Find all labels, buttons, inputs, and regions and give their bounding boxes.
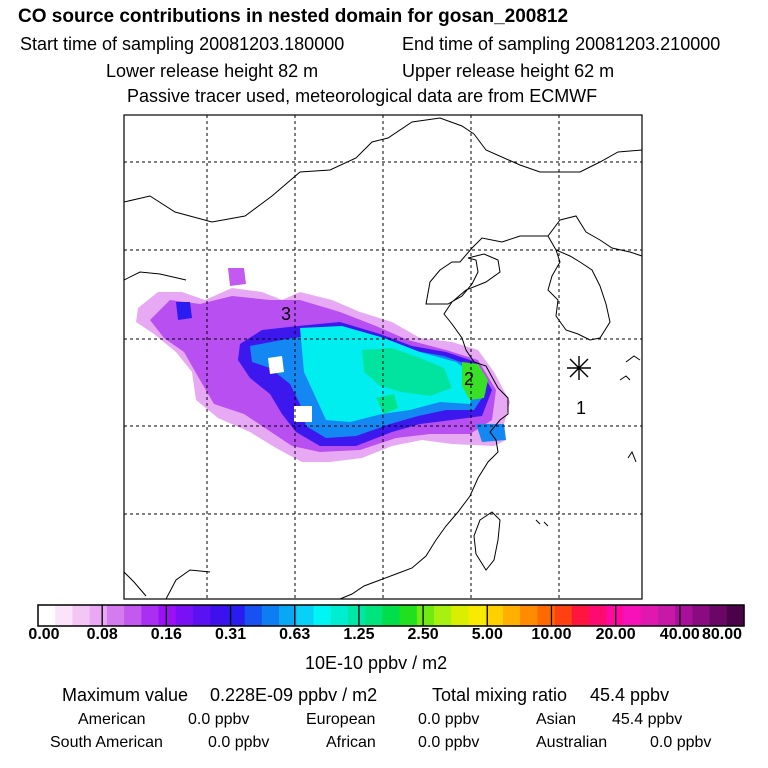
page-title: CO source contributions in nested domain… (18, 6, 569, 27)
asterisk-icon (567, 356, 591, 380)
concentration-field (136, 268, 510, 462)
start-time-label: Start time of sampling 20081203.180000 (20, 34, 345, 54)
region-value-european: 0.0 ppbv (418, 711, 480, 728)
region-name-european: European (306, 711, 376, 728)
colorbar-units: 10E-10 ppbv / m2 (305, 653, 448, 673)
region-value-south-american: 0.0 ppbv (208, 734, 270, 751)
total-mixing-ratio-label: Total mixing ratio (432, 685, 568, 705)
region-name-american: American (78, 711, 146, 728)
tracer-note: Passive tracer used, meteorological data… (127, 86, 598, 106)
region-name-australian: Australian (536, 734, 608, 751)
colorbar-tick-label: 1.25 (343, 626, 375, 643)
total-mixing-ratio-value: 45.4 ppbv (590, 685, 670, 705)
colorbar-tick-label: 0.16 (150, 626, 182, 643)
colorbar-tick-label: 0.63 (279, 626, 311, 643)
colorbar-tick-label: 0.31 (214, 626, 247, 643)
region-value-american: 0.0 ppbv (188, 711, 250, 728)
source-label-3: 3 (281, 304, 291, 324)
region-value-australian: 0.0 ppbv (650, 734, 712, 751)
colorbar-tick-label: 10.00 (531, 626, 572, 643)
region-value-african: 0.0 ppbv (418, 734, 480, 751)
coastlines (124, 117, 642, 599)
colorbar-tick-label: 80.00 (701, 626, 743, 643)
colorbar-tick-label: 40.00 (659, 626, 700, 643)
region-name-asian: Asian (536, 711, 577, 728)
colorbar-tick-label: 0.08 (86, 626, 118, 643)
colorbar-tick-label: 20.00 (595, 626, 636, 643)
end-time-label: End time of sampling 20081203.210000 (402, 34, 721, 54)
lat-lon-grid (124, 115, 642, 599)
region-value-asian: 45.4 ppbv (612, 711, 683, 728)
colorbar-tick-label: 0.00 (28, 626, 60, 643)
lower-release-height-label: Lower release height 82 m (106, 61, 319, 81)
upper-release-height-label: Upper release height 62 m (402, 61, 615, 81)
colorbar-tick-label: 2.50 (407, 626, 439, 643)
map-frame (123, 114, 643, 600)
max-value: 0.228E-09 ppbv / m2 (210, 685, 378, 705)
region-name-south-american: South American (50, 734, 163, 751)
source-label-2: 2 (464, 369, 474, 389)
max-value-label: Maximum value (62, 685, 189, 705)
source-contribution-map: 1 2 3 (123, 114, 643, 600)
colorbar-tick-label: 5.00 (471, 626, 503, 643)
region-name-african: African (326, 734, 376, 751)
source-label-1: 1 (576, 398, 586, 418)
